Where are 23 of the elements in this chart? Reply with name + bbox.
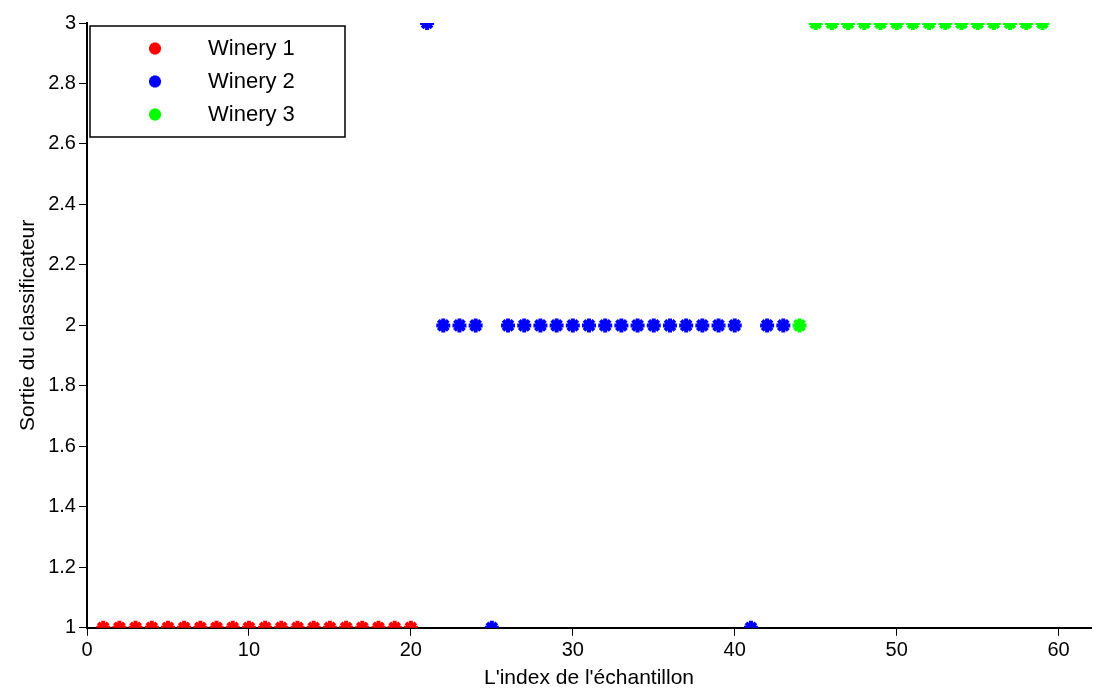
x-tick-label: 0 <box>81 638 93 661</box>
y-axis-title: Sortie du classificateur <box>15 219 39 432</box>
y-tick-label: 2.4 <box>48 191 76 214</box>
y-tick-label: 2.8 <box>48 71 76 93</box>
y-tick-label: 1.8 <box>48 373 76 396</box>
x-tick-label: 50 <box>885 638 908 661</box>
y-tick-label: 1 <box>64 615 76 638</box>
x-tick-label: 40 <box>723 638 746 661</box>
y-tick-label: 1.6 <box>48 433 76 456</box>
y-tick-label: 2.2 <box>48 252 76 275</box>
legend-label: Winery 3 <box>208 100 295 126</box>
x-tick-label: 60 <box>1047 638 1070 661</box>
legend-label: Winery 2 <box>208 67 295 93</box>
y-tick-label: 1.2 <box>48 554 76 577</box>
legend-label: Winery 1 <box>208 34 295 60</box>
y-tick-label: 3 <box>64 10 76 33</box>
y-tick-label: 1.4 <box>48 494 76 517</box>
x-tick-label: 20 <box>399 638 422 661</box>
x-tick-label: 10 <box>237 638 261 661</box>
x-axis-title: L'index de l'échantillon <box>484 665 694 689</box>
y-tick-label: 2 <box>64 312 76 335</box>
x-tick-label: 30 <box>561 638 584 661</box>
y-tick-label: 2.6 <box>48 131 76 154</box>
